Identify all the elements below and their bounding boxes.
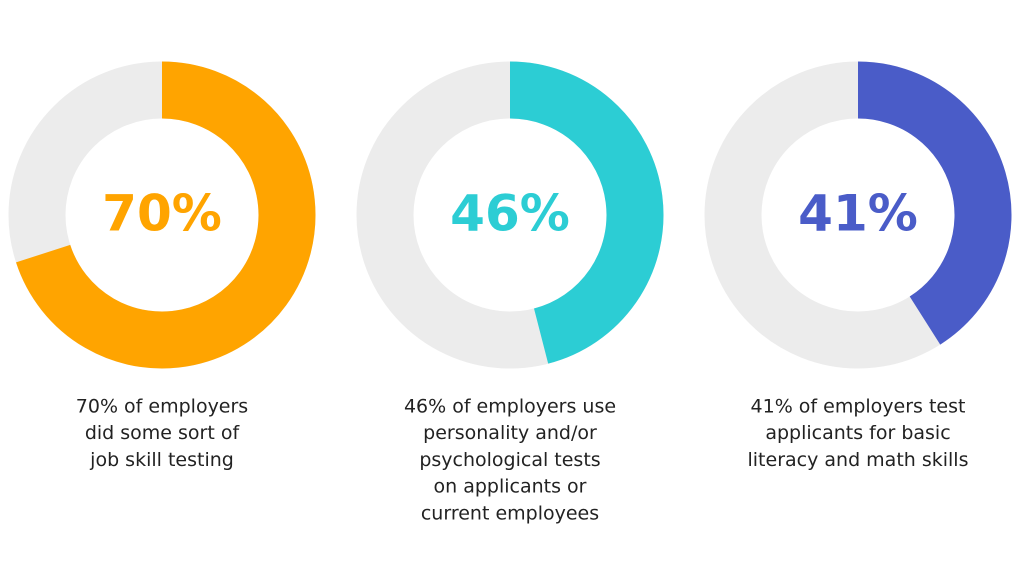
donut-arc xyxy=(857,61,1012,345)
caption-line: on applicants or xyxy=(434,476,587,498)
percent-label: 41% xyxy=(798,185,918,243)
caption-line: 70% of employers xyxy=(76,396,248,418)
caption-line: job skill testing xyxy=(89,449,234,471)
caption-line: did some sort of xyxy=(85,422,241,444)
caption-line: personality and/or xyxy=(423,422,597,444)
caption-line: 41% of employers test xyxy=(751,396,966,418)
percent-label: 46% xyxy=(450,185,570,243)
caption-line: literacy and math skills xyxy=(748,449,969,471)
caption-line: applicants for basic xyxy=(765,422,950,444)
donut-arc xyxy=(509,61,664,364)
caption-line: current employees xyxy=(421,502,599,524)
caption-line: psychological tests xyxy=(419,449,600,471)
percent-label: 70% xyxy=(102,185,222,243)
donut-arc xyxy=(16,61,316,369)
caption-line: 46% of employers use xyxy=(404,396,616,418)
